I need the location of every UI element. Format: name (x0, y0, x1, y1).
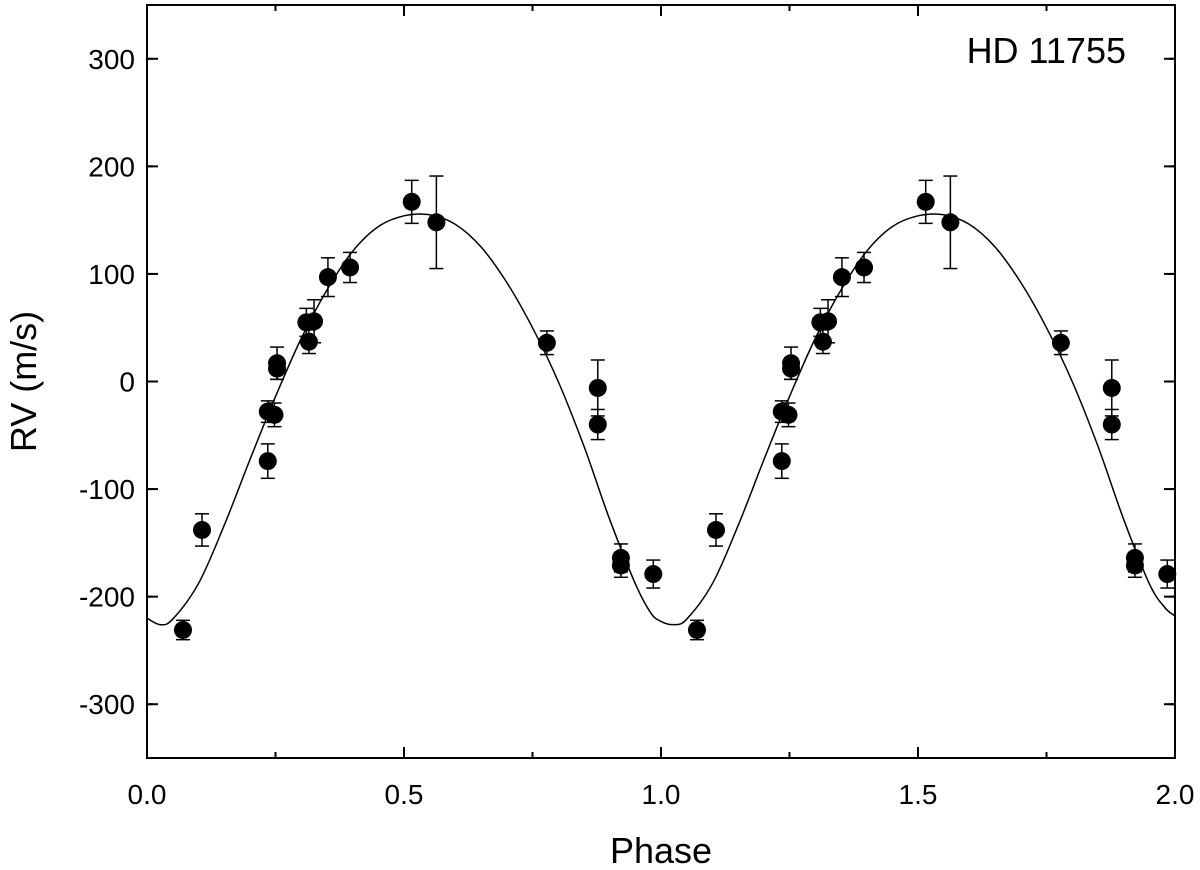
data-point (258, 443, 277, 480)
data-point-marker (687, 620, 706, 639)
axis-ticks (146, 5, 1176, 758)
y-tick-label: 300 (88, 44, 135, 75)
data-point-marker (1051, 333, 1070, 352)
data-point (916, 179, 935, 225)
data-points-group (173, 175, 1177, 641)
data-point-marker (427, 213, 446, 232)
data-point (427, 175, 446, 270)
data-point-marker (779, 405, 798, 424)
data-point-marker (537, 333, 556, 352)
data-point (782, 357, 801, 381)
y-tick-label: -300 (79, 689, 135, 720)
chart-title: HD 11755 (967, 30, 1126, 71)
data-point-marker (588, 378, 607, 397)
data-point-marker (706, 520, 725, 539)
data-point (779, 402, 798, 428)
data-point (706, 513, 725, 547)
data-point (1051, 330, 1070, 356)
data-point-marker (299, 332, 318, 351)
data-point-marker (1102, 415, 1121, 434)
data-point-marker (258, 452, 277, 471)
data-point-marker (265, 405, 284, 424)
x-tick-label: 0.0 (128, 779, 167, 810)
data-point-marker (941, 213, 960, 232)
data-point (299, 329, 318, 355)
data-point-marker (916, 192, 935, 211)
x-tick-label: 1.0 (642, 779, 681, 810)
data-point (772, 443, 791, 480)
data-point-marker (855, 258, 874, 277)
data-point-marker (1125, 556, 1144, 575)
x-tick-label: 1.5 (899, 779, 938, 810)
data-point-marker (192, 520, 211, 539)
data-point (318, 257, 337, 298)
data-point-marker (402, 192, 421, 211)
data-point-marker (305, 312, 324, 331)
data-point-marker (588, 415, 607, 434)
data-point (402, 179, 421, 225)
data-point-marker (1158, 565, 1177, 584)
data-point-marker (782, 359, 801, 378)
y-tick-label: 0 (119, 367, 135, 398)
data-point (588, 408, 607, 441)
data-point-marker (819, 312, 838, 331)
data-point-marker (772, 452, 791, 471)
data-point-marker (1102, 378, 1121, 397)
data-point (819, 298, 838, 344)
data-point-marker (611, 556, 630, 575)
data-point-marker (813, 332, 832, 351)
x-tick-label: 0.5 (385, 779, 424, 810)
data-point (341, 251, 360, 284)
data-point (644, 559, 663, 589)
data-point-marker (268, 359, 287, 378)
data-point (1158, 559, 1177, 589)
y-tick-label: -200 (79, 582, 135, 613)
data-point (537, 330, 556, 356)
data-point (813, 329, 832, 355)
data-point (192, 513, 211, 547)
data-point (1102, 359, 1121, 417)
data-point-marker (832, 268, 851, 287)
data-point (1102, 408, 1121, 441)
data-point (268, 357, 287, 381)
y-tick-label: -100 (79, 474, 135, 505)
data-point (941, 175, 960, 270)
data-point (265, 402, 284, 428)
x-tick-label: 2.0 (1156, 779, 1195, 810)
data-point-marker (644, 565, 663, 584)
data-point (611, 552, 630, 579)
data-point (832, 257, 851, 298)
data-point-marker (341, 258, 360, 277)
y-axis-label: RV (m/s) (3, 311, 44, 452)
fit-curve-group (146, 213, 1176, 626)
fit-curve-line (146, 213, 1176, 626)
x-axis-label: Phase (610, 830, 712, 870)
data-point (173, 619, 192, 641)
y-tick-label: 100 (88, 259, 135, 290)
tick-labels: 0.0 0.5 1.0 1.5 2.0 300 200 100 0 -100 -200 -300 (79, 44, 1195, 810)
plot-frame (146, 4, 1176, 759)
data-point (855, 251, 874, 284)
data-point (1125, 552, 1144, 579)
y-tick-label: 200 (88, 151, 135, 182)
data-point (588, 359, 607, 417)
data-point-marker (318, 268, 337, 287)
data-point-marker (173, 620, 192, 639)
data-point (305, 298, 324, 344)
data-point (687, 619, 706, 641)
